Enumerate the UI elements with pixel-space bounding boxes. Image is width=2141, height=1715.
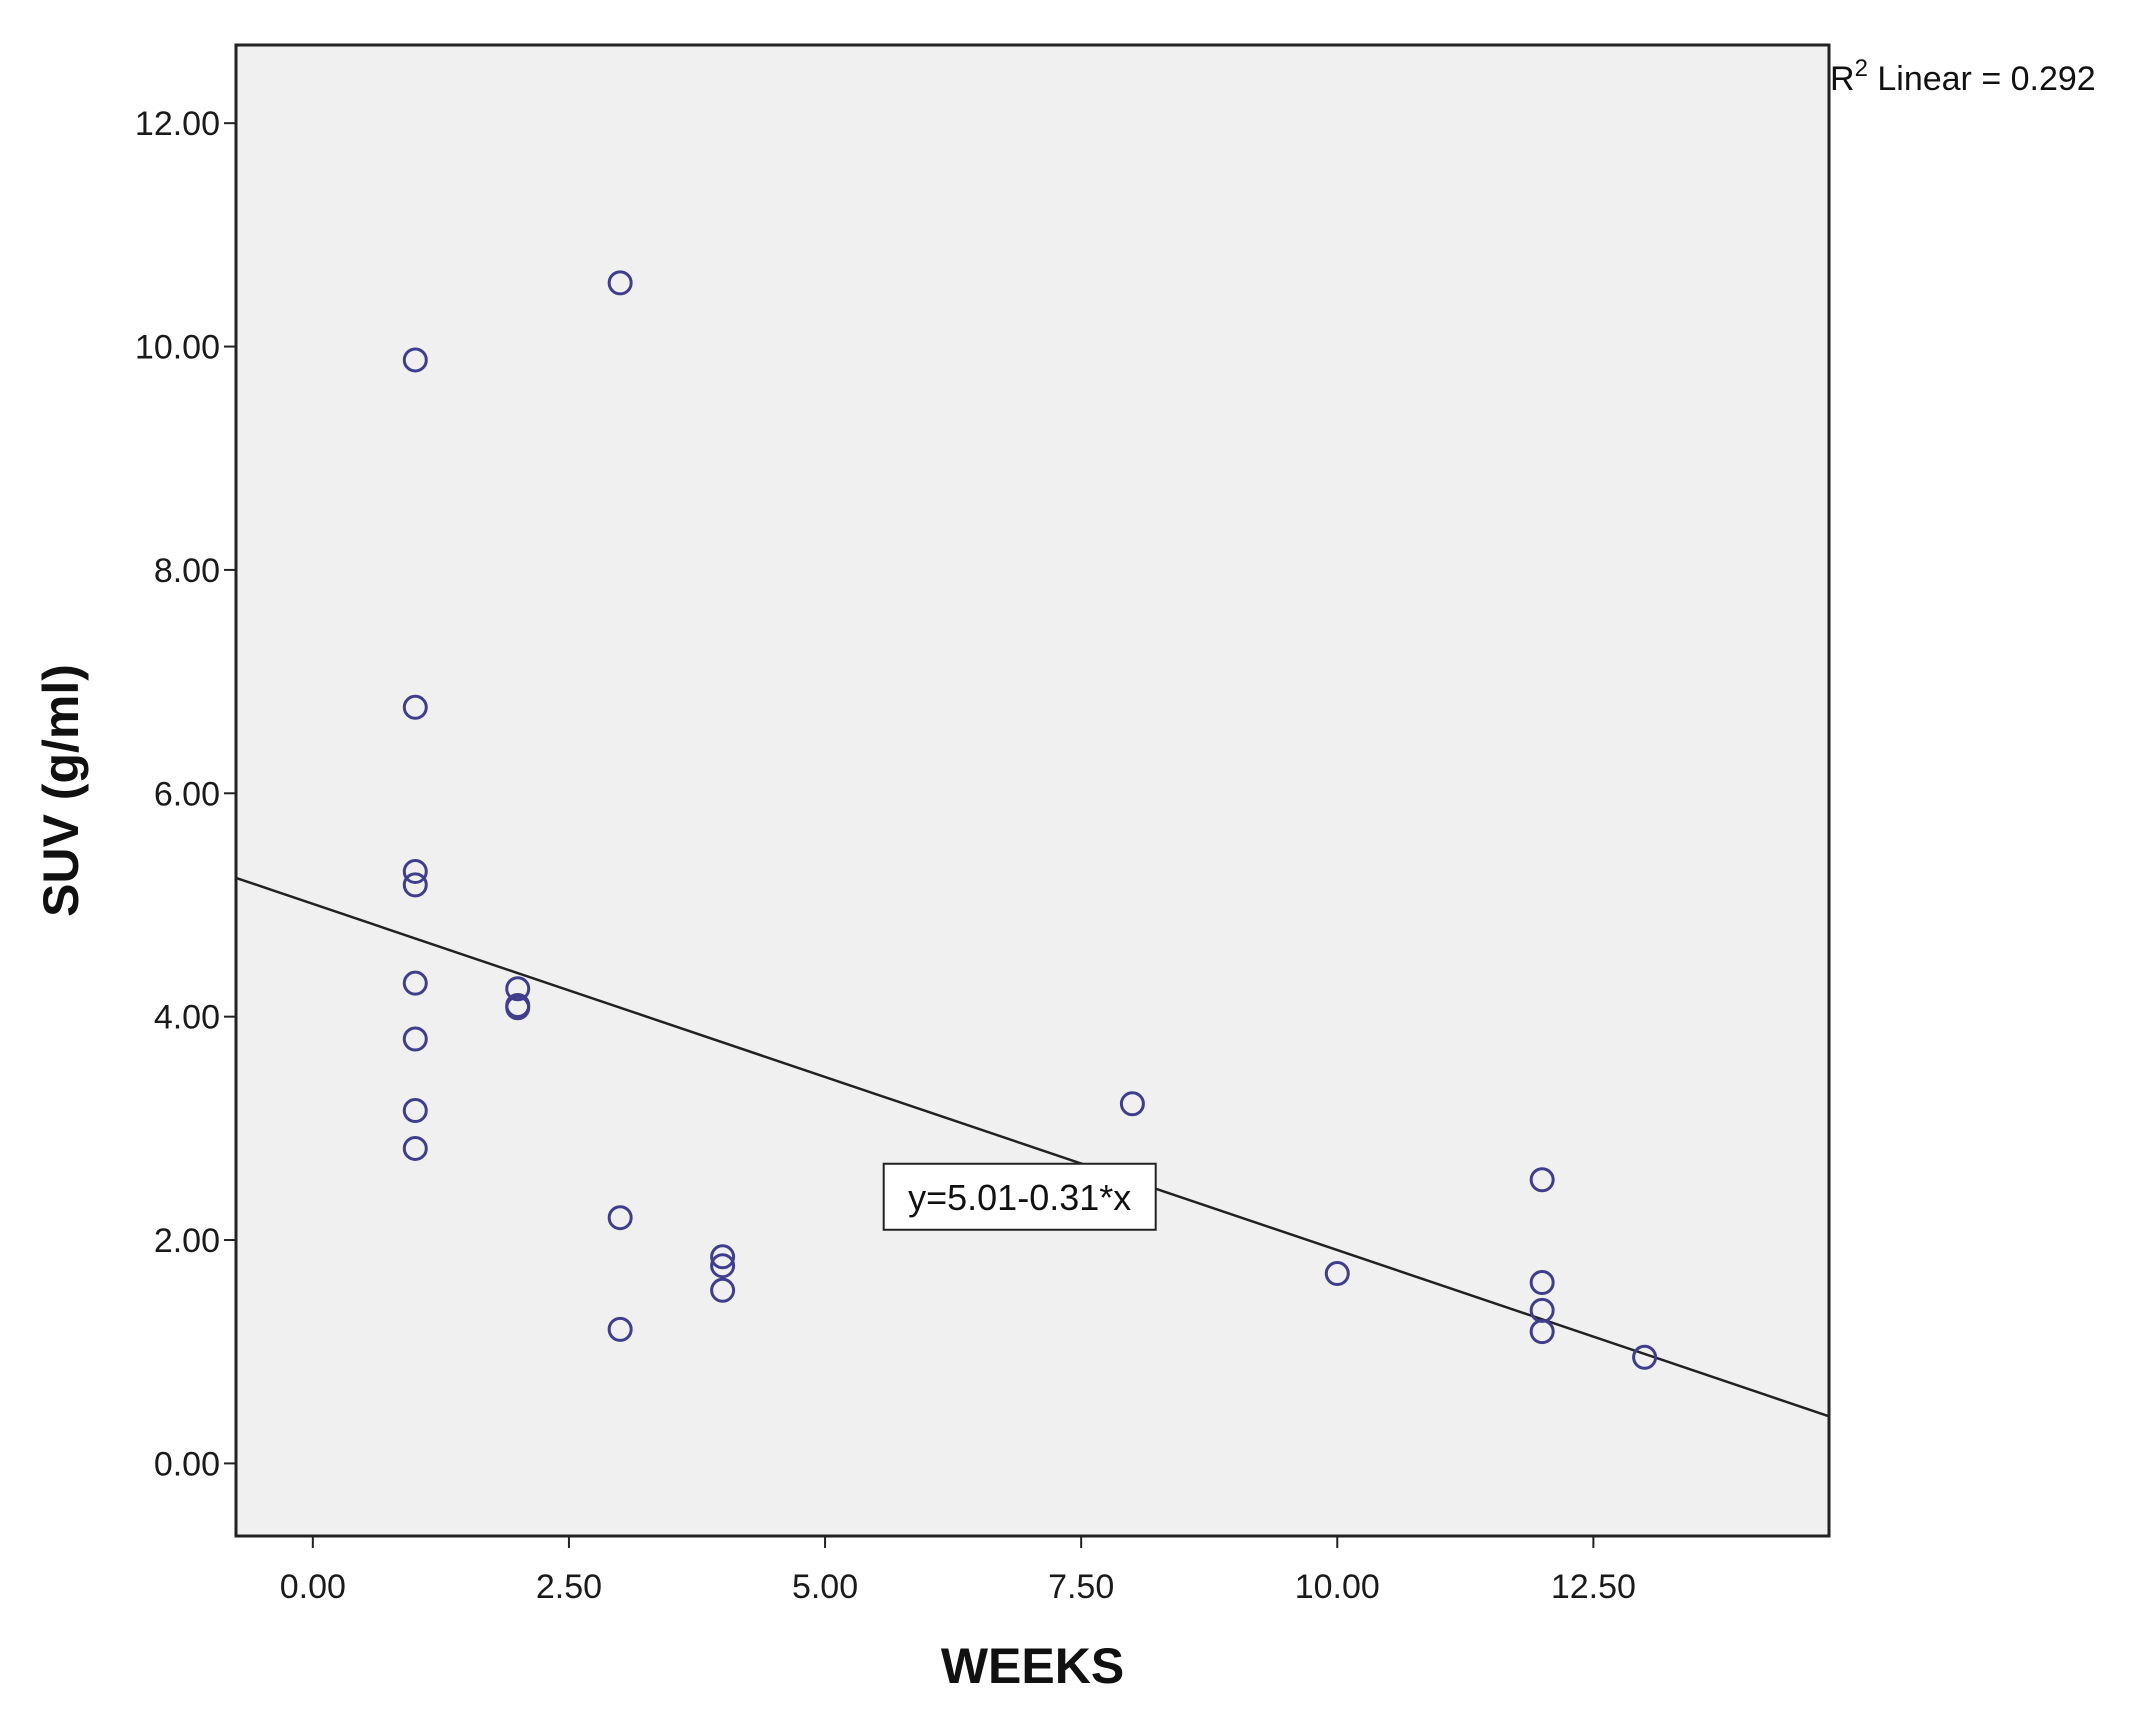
data-point [607, 270, 633, 296]
x-tick-label: 7.50 [1048, 1568, 1114, 1606]
data-point [505, 995, 531, 1021]
fit-equation-box: y=5.01-0.31*x [882, 1162, 1157, 1231]
data-point [402, 347, 428, 373]
y-tick-label: 10.00 [135, 329, 220, 367]
data-point [402, 970, 428, 996]
x-tick-label: 2.50 [536, 1568, 602, 1606]
data-point [1529, 1269, 1555, 1295]
data-point [1119, 1091, 1145, 1117]
data-point [402, 1026, 428, 1052]
data-point [1529, 1167, 1555, 1193]
data-point [1632, 1344, 1658, 1370]
x-axis-title: WEEKS [941, 1638, 1124, 1694]
y-axis-ticks: 0.00 2.00 4.00 6.00 8.00 10.00 12.00 [135, 105, 236, 1483]
data-point [607, 1205, 633, 1231]
plot-area [234, 43, 1831, 1538]
x-tick-label: 12.50 [1551, 1568, 1636, 1606]
regression-line [235, 876, 1830, 1418]
data-point [607, 1316, 633, 1342]
x-tick-label: 10.00 [1295, 1568, 1380, 1606]
r-squared-label: R2 Linear = 0.292 [1830, 55, 2096, 98]
data-point [710, 1244, 736, 1270]
y-axis-title: SUV (g/ml) [33, 664, 89, 917]
data-point [402, 1135, 428, 1161]
data-point [710, 1277, 736, 1303]
x-tick-label: 5.00 [792, 1568, 858, 1606]
data-point [402, 694, 428, 720]
y-tick-label: 0.00 [154, 1445, 220, 1483]
r2-superscript: 2 [1855, 55, 1868, 82]
y-tick-label: 2.00 [154, 1222, 220, 1260]
data-point [710, 1253, 736, 1279]
data-point [505, 976, 531, 1002]
data-point [1529, 1319, 1555, 1345]
r2-value: Linear = 0.292 [1868, 60, 2096, 98]
fit-equation-frame [882, 1162, 1157, 1231]
y-tick-label: 6.00 [154, 775, 220, 813]
x-axis-ticks: 0.00 2.50 5.00 7.50 10.00 12.50 [280, 1536, 1636, 1606]
y-tick-label: 8.00 [154, 552, 220, 590]
data-point [402, 858, 428, 884]
data-point [1324, 1261, 1350, 1287]
y-tick-label: 12.00 [135, 105, 220, 143]
r2-symbol: R [1830, 60, 1855, 98]
x-tick-label: 0.00 [280, 1568, 346, 1606]
y-tick-label: 4.00 [154, 999, 220, 1037]
data-point [402, 872, 428, 898]
fit-equation-label: y=5.01-0.31*x [908, 1177, 1131, 1218]
data-point [402, 1097, 428, 1123]
